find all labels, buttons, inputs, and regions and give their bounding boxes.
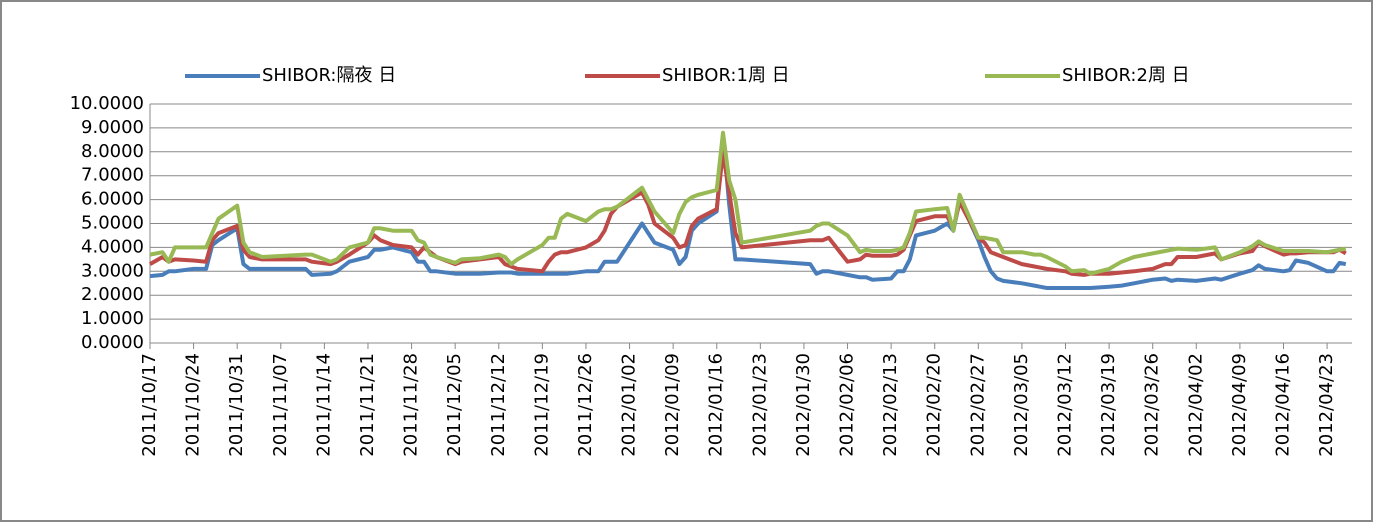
series-line bbox=[149, 133, 1347, 290]
x-tick-label: 2012/02/27 bbox=[967, 353, 988, 457]
x-tick-label: 2012/01/16 bbox=[706, 353, 727, 457]
x-tick-label: 2012/02/06 bbox=[837, 353, 858, 457]
legend-label: SHIBOR:隔夜 日 bbox=[262, 65, 396, 86]
x-tick-label: 2012/03/26 bbox=[1142, 353, 1163, 457]
y-tick-label: 2.0000 bbox=[81, 284, 144, 305]
y-tick-label: 1.0000 bbox=[81, 308, 144, 329]
x-tick-label: 2011/12/19 bbox=[531, 353, 552, 457]
x-tick-label: 2012/01/02 bbox=[619, 353, 640, 457]
y-tick-label: 10.0000 bbox=[70, 93, 144, 114]
x-tick-label: 2012/04/23 bbox=[1316, 353, 1337, 457]
y-tick-label: 0.0000 bbox=[81, 332, 144, 353]
x-tick-label: 2011/11/07 bbox=[270, 353, 291, 457]
legend-label: SHIBOR:1周 日 bbox=[662, 65, 790, 86]
x-tick-label: 2011/11/14 bbox=[313, 353, 334, 457]
y-tick-label: 3.0000 bbox=[81, 260, 144, 281]
x-tick-label: 2011/11/28 bbox=[401, 353, 422, 457]
x-tick-label: 2011/12/12 bbox=[488, 353, 509, 457]
legend-label: SHIBOR:2周 日 bbox=[1062, 65, 1190, 86]
x-tick-label: 2012/01/09 bbox=[662, 353, 683, 457]
x-tick-label: 2012/02/20 bbox=[924, 353, 945, 457]
x-tick-label: 2012/04/09 bbox=[1229, 353, 1250, 457]
x-tick-label: 2012/01/30 bbox=[793, 353, 814, 457]
series-line bbox=[149, 130, 1347, 276]
x-tick-label: 2011/12/26 bbox=[575, 353, 596, 457]
y-tick-label: 8.0000 bbox=[81, 141, 144, 162]
y-tick-label: 5.0000 bbox=[81, 213, 144, 234]
x-tick-label: 2011/10/17 bbox=[139, 353, 160, 457]
y-tick-label: 9.0000 bbox=[81, 117, 144, 138]
x-tick-label: 2012/03/12 bbox=[1055, 353, 1076, 457]
x-tick-label: 2012/03/05 bbox=[1011, 353, 1032, 457]
x-tick-label: 2011/10/31 bbox=[226, 353, 247, 457]
x-tick-label: 2011/11/21 bbox=[357, 353, 378, 457]
x-tick-label: 2012/04/02 bbox=[1185, 353, 1206, 457]
series-line bbox=[149, 149, 1347, 277]
x-tick-label: 2011/10/24 bbox=[183, 353, 204, 457]
y-tick-label: 4.0000 bbox=[81, 236, 144, 257]
x-tick-label: 2012/04/16 bbox=[1272, 353, 1293, 457]
x-tick-label: 2012/02/13 bbox=[880, 353, 901, 457]
x-tick-label: 2012/01/23 bbox=[749, 353, 770, 457]
y-tick-label: 7.0000 bbox=[81, 165, 144, 186]
x-tick-label: 2011/12/05 bbox=[444, 353, 465, 457]
x-tick-label: 2012/03/19 bbox=[1098, 353, 1119, 457]
y-tick-label: 6.0000 bbox=[81, 189, 144, 210]
